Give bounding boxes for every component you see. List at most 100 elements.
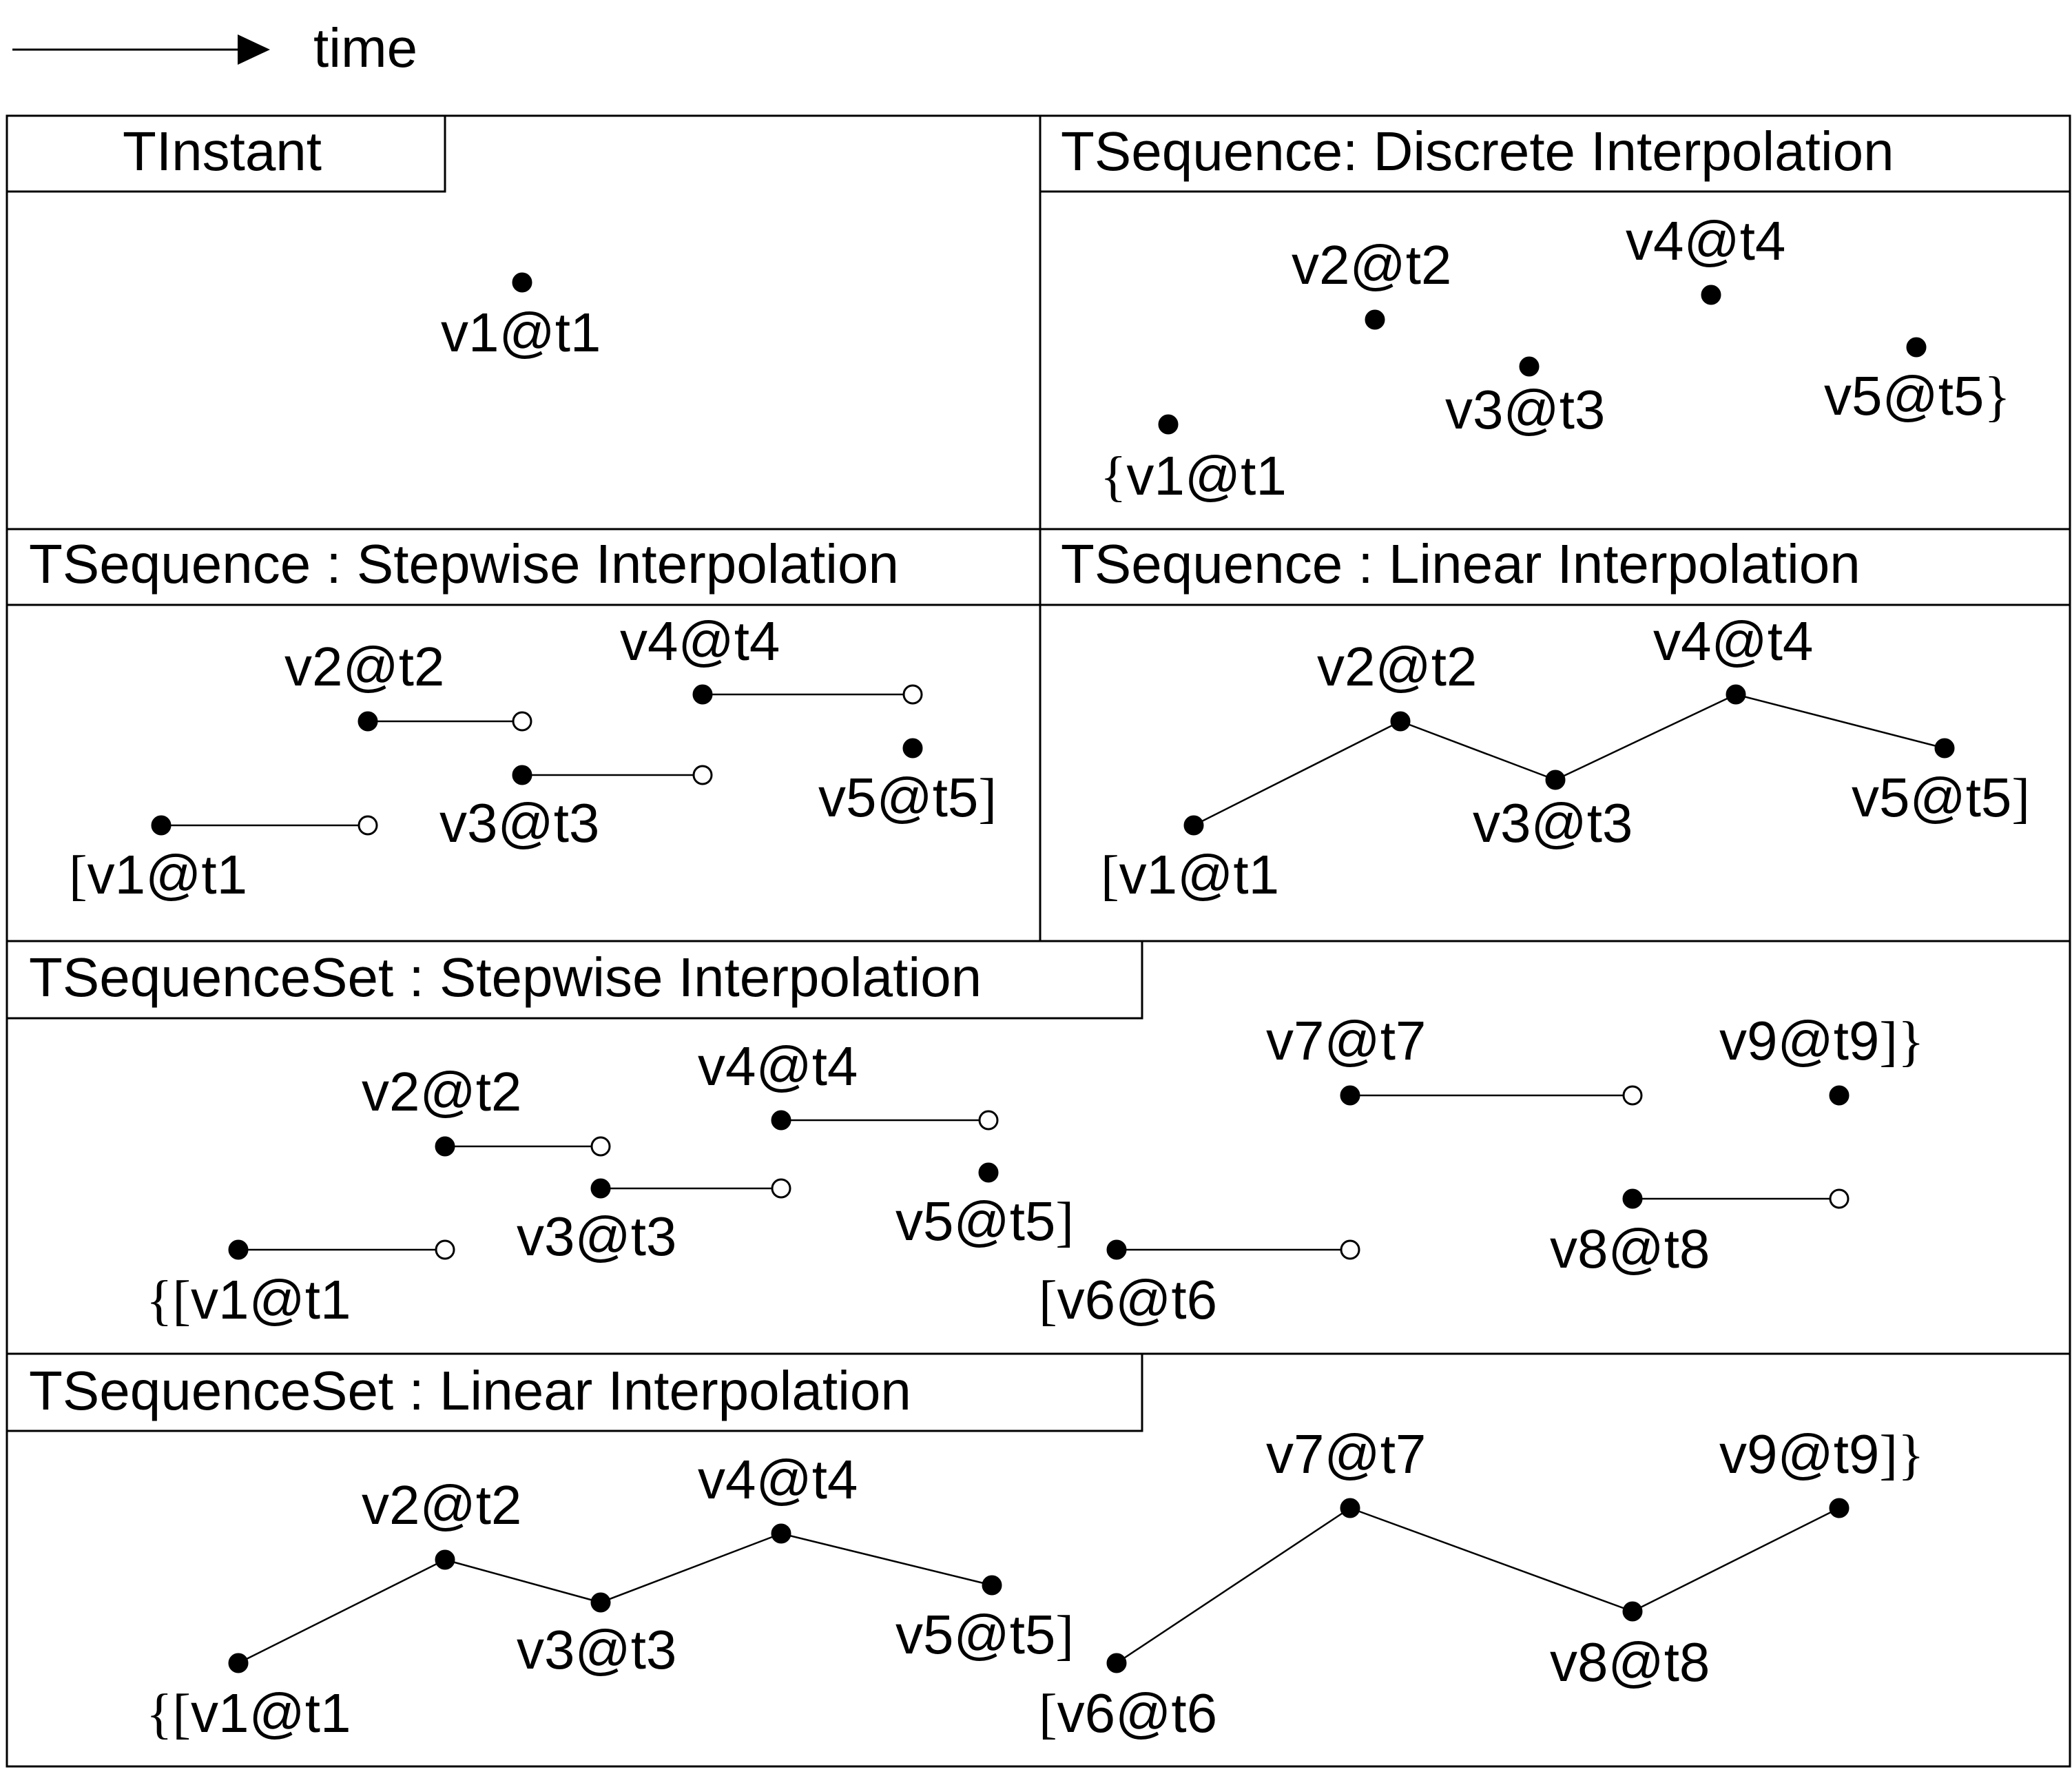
tsequenceset-stepwise-point-label: v8@t8 [1550, 1218, 1710, 1279]
tsequenceset-linear-point-label: v8@t8 [1550, 1631, 1710, 1693]
tsequence-linear-point-label: [v1@t1 [1101, 844, 1279, 906]
tsequenceset-linear-point-label-text: v6@t6 [1057, 1682, 1217, 1744]
tsequenceset-stepwise-point-label: v4@t4 [698, 1035, 858, 1097]
diagram-marks: v1@t1{v1@t1v2@t2v3@t3v4@t4v5@t5}[v1@t1v2… [69, 210, 2030, 1744]
tsequenceset-stepwise-point-label-text: v8@t8 [1550, 1218, 1710, 1279]
tsequenceset-stepwise-point-label-text: v1@t1 [191, 1269, 351, 1330]
tsequenceset-stepwise-point-label: {[v1@t1 [146, 1269, 351, 1331]
tsequence-discrete-point [1158, 414, 1179, 435]
title-box-seqset-linear [6, 1352, 1143, 1432]
tsequenceset-stepwise-point-label-text: v9@t9 [1719, 1010, 1879, 1071]
panel-title-tsequence-discrete: TSequence: Discrete Interpolation [1061, 121, 1894, 182]
tsequence-linear-point-label-suffix: ] [2011, 768, 2030, 829]
tsequence-discrete-point [1906, 337, 1927, 358]
tsequence-discrete-point-label-suffix: } [1984, 367, 2010, 427]
tsequence-stepwise-point-label: v2@t2 [284, 636, 444, 697]
tsequenceset-linear-point-label-text: v1@t1 [191, 1682, 351, 1744]
tsequence-stepwise-point-label-suffix: ] [978, 768, 997, 829]
tsequence-stepwise-point-label-text: v5@t5 [818, 767, 978, 828]
tsequenceset-linear-point-label-text: v8@t8 [1550, 1631, 1710, 1693]
tsequence-linear-point-label: v5@t5] [1852, 767, 2030, 829]
tsequence-linear-linear-segment [1735, 693, 1945, 750]
tsequence-discrete-point-label-text: v5@t5 [1824, 365, 1984, 426]
tsequenceset-stepwise-point-label: [v6@t6 [1039, 1269, 1217, 1331]
panel-frames [6, 114, 2071, 1768]
tsequenceset-linear-point-label-prefix: [ [1039, 1684, 1057, 1744]
tsequence-stepwise-point [151, 815, 172, 836]
tsequenceset-linear-point-label-suffix: ]} [1879, 1425, 1924, 1485]
tsequenceset-stepwise-point-label: v2@t2 [362, 1061, 521, 1122]
tsequenceset-stepwise-open-endpoint [590, 1136, 611, 1157]
tsequenceset-stepwise-open-endpoint [771, 1178, 791, 1199]
tsequenceset-stepwise-point [1829, 1085, 1850, 1106]
tsequence-linear-point-label: v3@t3 [1473, 792, 1633, 854]
tsequence-linear-point-label: v4@t4 [1653, 610, 1813, 672]
tsequenceset-stepwise-point-label-text: v7@t7 [1266, 1010, 1426, 1071]
tsequenceset-stepwise-point [435, 1136, 455, 1157]
tsequence-discrete-point-label-text: v3@t3 [1445, 379, 1605, 440]
tsequenceset-stepwise-point-label-prefix: [ [1039, 1270, 1057, 1331]
tsequenceset-linear-linear-segment [780, 1532, 993, 1587]
tsequenceset-linear-point [435, 1549, 455, 1570]
tsequence-stepwise-point-label-text: v1@t1 [87, 844, 247, 905]
tsequenceset-linear-point [1340, 1498, 1360, 1518]
tsequence-linear-point-label: v2@t2 [1317, 636, 1477, 697]
tsequenceset-stepwise-point-label-text: v5@t5 [895, 1190, 1055, 1252]
tsequenceset-stepwise-point [1622, 1188, 1643, 1209]
tsequence-stepwise-open-endpoint [512, 711, 532, 732]
tsequenceset-linear-point [771, 1523, 791, 1544]
tsequence-discrete-point [1519, 356, 1540, 377]
tsequenceset-linear-point-label: v2@t2 [362, 1474, 521, 1536]
tsequence-discrete-point [1701, 285, 1721, 305]
tsequenceset-stepwise-point-label-suffix: ] [1055, 1192, 1074, 1252]
tsequenceset-stepwise-point-label-text: v6@t6 [1057, 1269, 1217, 1330]
tsequenceset-linear-point-label-text: v4@t4 [698, 1449, 858, 1510]
tsequence-linear-linear-segment [1555, 693, 1737, 781]
tsequence-stepwise-point-label-text: v3@t3 [439, 792, 599, 854]
tsequence-linear-point-label-text: v3@t3 [1473, 792, 1633, 854]
tsequence-linear-point-label-text: v2@t2 [1317, 636, 1477, 697]
tinstant-point [512, 272, 532, 293]
tsequence-stepwise-open-endpoint [692, 765, 713, 785]
tsequenceset-linear-linear-segment [1349, 1507, 1633, 1613]
tsequenceset-stepwise-point [1340, 1085, 1360, 1106]
tsequenceset-linear-point [982, 1575, 1002, 1596]
panel-title-tsequenceset-linear: TSequenceSet : Linear Interpolation [29, 1360, 911, 1421]
tsequenceset-linear-linear-segment [238, 1558, 446, 1664]
tsequence-discrete-point-label-text: v4@t4 [1626, 210, 1785, 271]
tsequence-linear-point [1545, 770, 1566, 790]
tsequenceset-stepwise-open-endpoint [1340, 1239, 1360, 1260]
tsequence-discrete-point-label: v4@t4 [1626, 210, 1785, 271]
tsequenceset-stepwise-open-endpoint [435, 1239, 455, 1260]
tsequenceset-stepwise-open-endpoint [978, 1110, 999, 1131]
tsequenceset-stepwise-point-label: v7@t7 [1266, 1010, 1426, 1071]
tsequence-stepwise-open-endpoint [902, 684, 923, 705]
tsequenceset-linear-point-label-prefix: {[ [146, 1684, 191, 1744]
title-box-seqset-stepwise [6, 940, 1143, 1020]
tsequence-linear-point-label-prefix: [ [1101, 845, 1119, 906]
time-label: time [313, 17, 417, 79]
tsequenceset-linear-point-label: v4@t4 [698, 1449, 858, 1510]
tsequence-linear-linear-segment [1400, 720, 1556, 781]
tsequenceset-linear-linear-segment [444, 1558, 601, 1604]
tsequence-stepwise-point-label: v3@t3 [439, 792, 599, 854]
tsequenceset-stepwise-point-label: v3@t3 [517, 1206, 676, 1267]
tsequenceset-linear-point-label-text: v7@t7 [1266, 1423, 1426, 1485]
tsequenceset-linear-point [1829, 1498, 1850, 1518]
tsequence-linear-point [1726, 684, 1746, 705]
tsequenceset-linear-point [1106, 1653, 1127, 1673]
tsequenceset-linear-point-label: v3@t3 [517, 1619, 676, 1680]
tsequenceset-linear-point-label: [v6@t6 [1039, 1682, 1217, 1744]
tsequenceset-stepwise-point-label-text: v3@t3 [517, 1206, 676, 1267]
title-box-tinstant [6, 114, 446, 193]
tsequence-linear-point [1934, 738, 1955, 759]
tsequenceset-linear-point-label-text: v3@t3 [517, 1619, 676, 1680]
tinstant-point-label-text: v1@t1 [441, 302, 601, 363]
tsequenceset-linear-point-label-text: v9@t9 [1719, 1423, 1879, 1485]
tsequence-linear-point [1183, 815, 1204, 836]
tsequenceset-linear-linear-segment [600, 1532, 782, 1604]
tsequenceset-stepwise-point-label-suffix: ]} [1879, 1011, 1924, 1072]
tsequenceset-stepwise-point-label-text: v2@t2 [362, 1061, 521, 1122]
tsequence-discrete-point-label-text: v2@t2 [1292, 234, 1451, 296]
